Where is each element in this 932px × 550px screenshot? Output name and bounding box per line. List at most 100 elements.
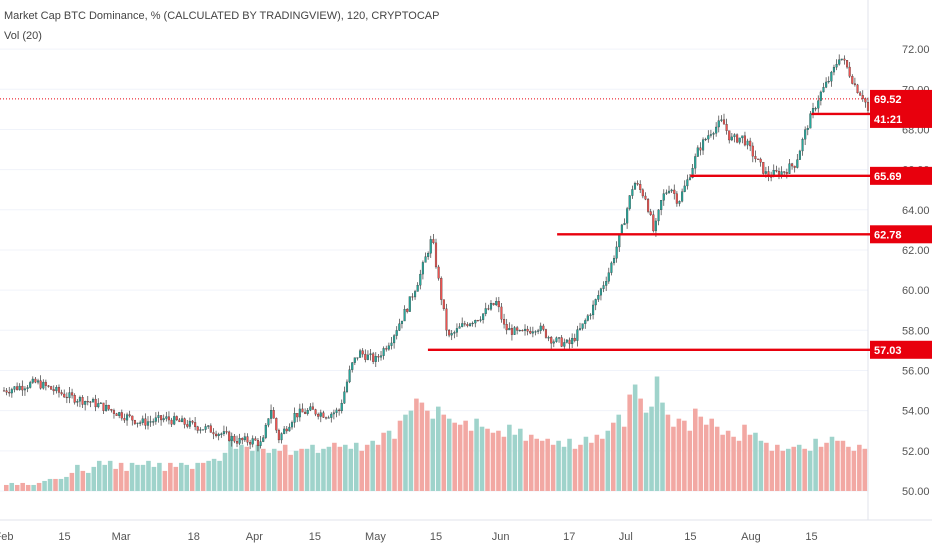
candle bbox=[819, 91, 822, 101]
candle bbox=[149, 421, 152, 423]
candle bbox=[738, 137, 741, 143]
current-price-label-box bbox=[870, 89, 932, 108]
candle bbox=[191, 420, 194, 423]
volume-bar bbox=[457, 424, 463, 491]
volume-bar bbox=[58, 478, 64, 491]
volume-bar bbox=[129, 462, 135, 491]
candle bbox=[201, 429, 205, 431]
candle bbox=[68, 392, 71, 399]
volume-bar bbox=[785, 448, 791, 491]
candle bbox=[785, 172, 788, 174]
candle bbox=[60, 392, 63, 395]
candle bbox=[468, 323, 472, 327]
candle bbox=[44, 381, 47, 386]
volume-bar bbox=[764, 442, 769, 491]
volume-bar bbox=[862, 448, 868, 491]
volume-bar bbox=[610, 422, 616, 491]
volume-bar bbox=[649, 406, 654, 491]
candle bbox=[534, 331, 537, 333]
candle bbox=[565, 339, 568, 343]
candle bbox=[681, 191, 684, 202]
candle bbox=[123, 418, 126, 421]
level-label-57-text: 57.03 bbox=[874, 345, 902, 357]
time-tick-label: May bbox=[365, 531, 386, 543]
volume-bar bbox=[173, 466, 179, 491]
volume-bar bbox=[780, 450, 786, 491]
volume-bar bbox=[381, 432, 386, 491]
candle bbox=[466, 324, 469, 327]
candle bbox=[474, 320, 477, 324]
candle bbox=[484, 308, 487, 314]
candle bbox=[722, 119, 726, 125]
candle bbox=[270, 410, 273, 419]
countdown-label: 41:21 bbox=[870, 109, 932, 128]
candle bbox=[251, 438, 254, 445]
candle bbox=[264, 424, 267, 438]
candle bbox=[848, 66, 851, 77]
volume-bar bbox=[75, 464, 80, 491]
volume-bar bbox=[829, 436, 835, 491]
candle bbox=[288, 426, 291, 432]
volume-bar bbox=[53, 478, 58, 491]
level-label-65: 65.69 bbox=[870, 166, 932, 185]
volume-bar bbox=[474, 418, 479, 491]
candle bbox=[434, 242, 438, 268]
candle bbox=[241, 437, 244, 441]
candle bbox=[353, 357, 356, 363]
candle bbox=[712, 133, 715, 135]
candle bbox=[838, 59, 841, 65]
volume-bar bbox=[168, 462, 173, 491]
candle bbox=[131, 415, 134, 421]
volume-bar bbox=[69, 472, 75, 491]
candle bbox=[476, 320, 479, 322]
candle bbox=[267, 418, 270, 426]
level-label-57-box bbox=[870, 340, 932, 359]
candle bbox=[448, 330, 451, 336]
candle bbox=[212, 432, 215, 435]
volume-bar bbox=[796, 444, 802, 491]
volume-bar bbox=[731, 436, 736, 491]
candle bbox=[503, 319, 506, 325]
candle bbox=[644, 195, 647, 200]
candle bbox=[814, 108, 817, 110]
candle bbox=[518, 330, 521, 332]
volume-bar bbox=[271, 448, 277, 491]
candle bbox=[296, 413, 299, 418]
volume-bar bbox=[315, 452, 321, 491]
volume-bar bbox=[512, 434, 518, 491]
candle bbox=[647, 199, 650, 212]
volume-bar bbox=[632, 384, 638, 491]
candle bbox=[455, 328, 458, 333]
candle bbox=[311, 406, 314, 410]
time-tick-label: Aug bbox=[741, 531, 761, 543]
candle bbox=[254, 438, 257, 441]
candle bbox=[361, 350, 364, 355]
volume-bar bbox=[86, 472, 91, 491]
candle bbox=[560, 337, 563, 347]
candle bbox=[743, 135, 746, 146]
candle bbox=[29, 382, 32, 388]
volume-bar bbox=[654, 376, 660, 491]
candle bbox=[791, 163, 794, 167]
volume-bar bbox=[550, 444, 556, 491]
candle bbox=[322, 412, 325, 418]
volume-indicator-label[interactable]: Vol (20) bbox=[4, 30, 42, 42]
candle bbox=[694, 156, 697, 169]
candle bbox=[86, 401, 89, 403]
volume-bar bbox=[824, 442, 829, 491]
volume-bar bbox=[616, 414, 622, 491]
volume-bar bbox=[239, 444, 244, 491]
candle bbox=[414, 291, 417, 298]
volume-bar bbox=[140, 464, 146, 491]
candle bbox=[5, 390, 8, 393]
volume-bar bbox=[501, 436, 507, 491]
candle bbox=[437, 266, 440, 279]
candle bbox=[128, 414, 131, 417]
candle bbox=[822, 87, 825, 93]
candle bbox=[146, 421, 150, 426]
candle bbox=[670, 189, 673, 192]
candle bbox=[688, 177, 692, 180]
candle bbox=[133, 420, 136, 424]
candle bbox=[217, 433, 220, 437]
